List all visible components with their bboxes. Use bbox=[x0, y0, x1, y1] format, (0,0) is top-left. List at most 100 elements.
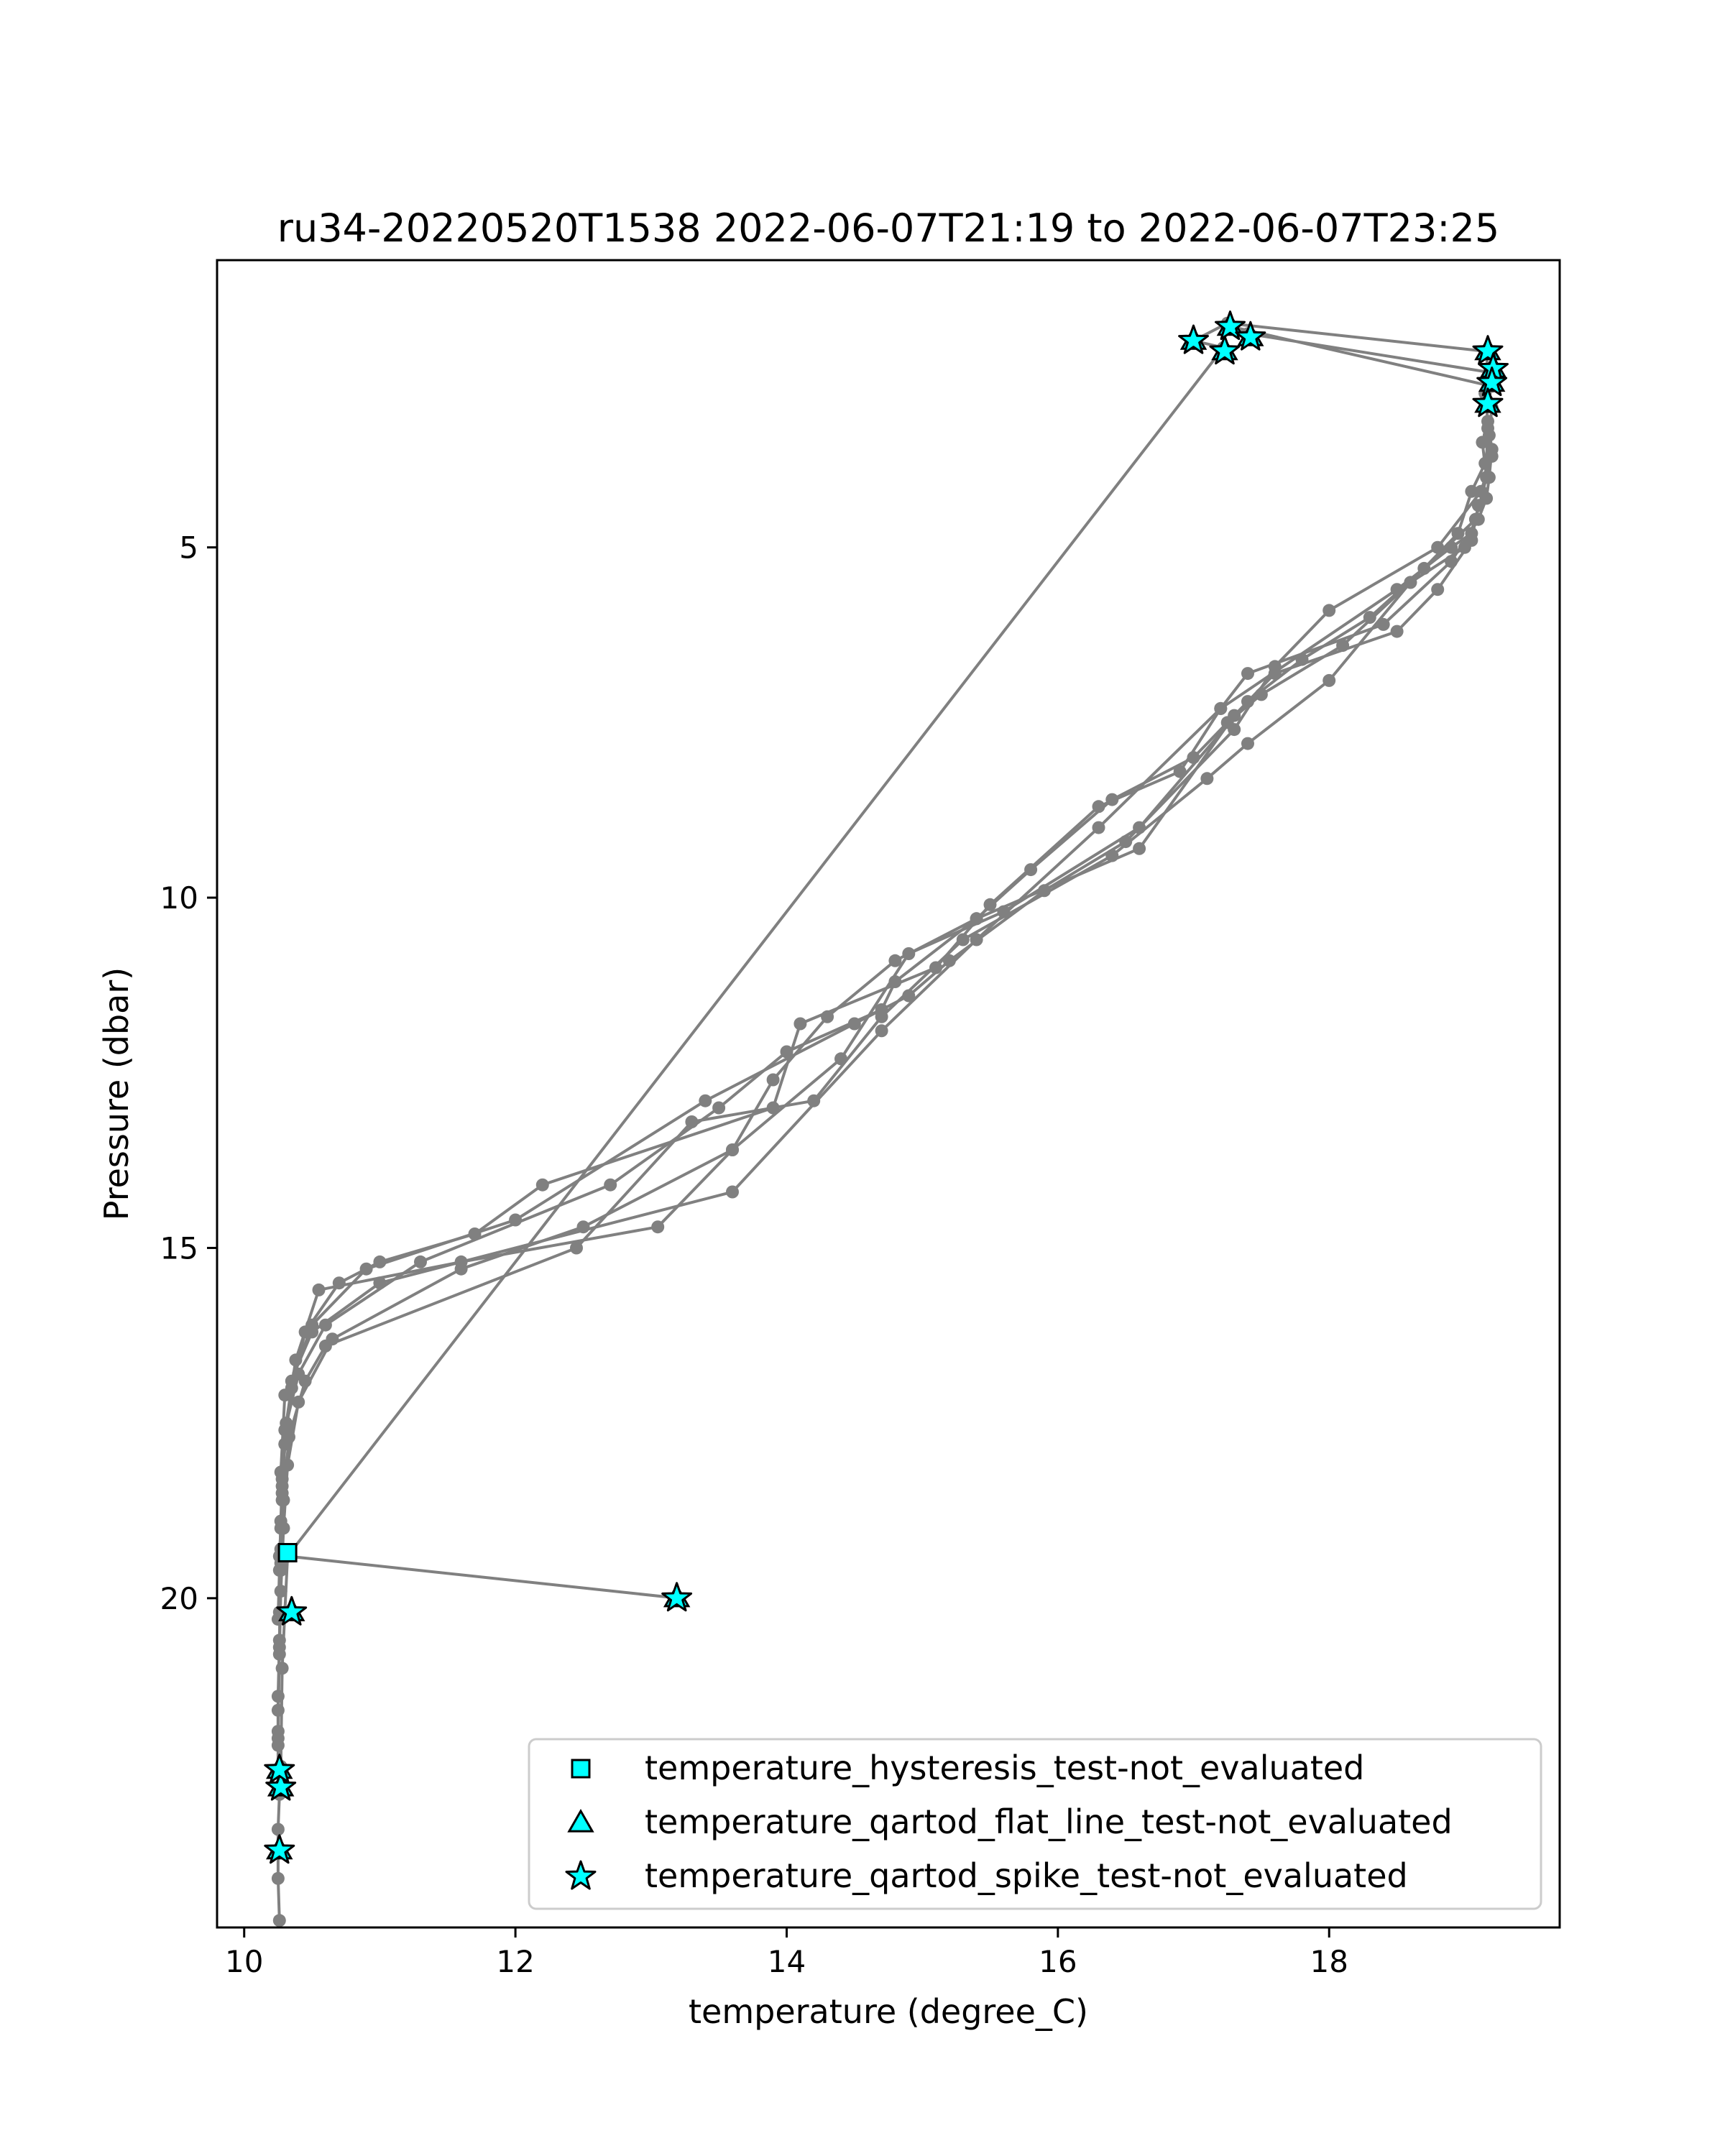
profile-point bbox=[318, 1339, 332, 1353]
profile-point bbox=[1105, 849, 1119, 862]
profile-point bbox=[1295, 653, 1309, 666]
outlier-path-point bbox=[271, 1823, 285, 1836]
profile-point bbox=[726, 1185, 739, 1199]
legend-square-marker bbox=[571, 1759, 591, 1779]
profile-point bbox=[766, 1073, 780, 1087]
profile-point bbox=[1404, 576, 1417, 589]
star-marker bbox=[661, 1582, 693, 1612]
chart-title: ru34-20220520T1538 2022-06-07T21:19 to 2… bbox=[277, 206, 1499, 251]
outlier-path-point bbox=[275, 1662, 289, 1675]
profile-point bbox=[1431, 583, 1445, 596]
profile-point bbox=[1465, 527, 1478, 540]
profile-point bbox=[1173, 765, 1187, 778]
profile-point bbox=[1268, 667, 1282, 681]
star-marker bbox=[264, 1834, 295, 1864]
profile-point bbox=[509, 1213, 523, 1227]
x-tick-label: 12 bbox=[496, 1944, 534, 1979]
profile-point bbox=[271, 1738, 285, 1752]
profile-point bbox=[1254, 688, 1268, 701]
profile-point bbox=[468, 1227, 482, 1240]
profile-point bbox=[875, 1024, 888, 1038]
profile-point bbox=[712, 1101, 726, 1115]
profile-point bbox=[1214, 701, 1228, 715]
profile-point bbox=[277, 1493, 290, 1507]
profile-point bbox=[1471, 499, 1485, 512]
profile-point bbox=[1390, 583, 1404, 596]
profile-point bbox=[902, 989, 916, 1003]
profile-point bbox=[780, 1045, 794, 1059]
y-tick-label: 10 bbox=[160, 880, 198, 916]
profile-point bbox=[1445, 540, 1458, 554]
star-marker bbox=[1209, 335, 1241, 365]
profile-point bbox=[298, 1374, 312, 1388]
profile-point bbox=[888, 954, 902, 967]
profile-point bbox=[1241, 667, 1254, 681]
profile-point bbox=[305, 1325, 319, 1339]
profile-point bbox=[1322, 673, 1336, 687]
x-tick-label: 18 bbox=[1310, 1944, 1348, 1979]
profile-point bbox=[685, 1115, 699, 1128]
profile-point bbox=[570, 1241, 583, 1255]
profile-point bbox=[956, 933, 970, 946]
profile-point bbox=[312, 1283, 326, 1296]
outlier-path-point bbox=[272, 1914, 286, 1927]
profile-point bbox=[1241, 737, 1254, 750]
profile-point bbox=[275, 1479, 289, 1493]
profile-point bbox=[1092, 800, 1105, 814]
profile-point bbox=[983, 898, 997, 911]
star-marker bbox=[1215, 310, 1246, 341]
profile-point bbox=[282, 1430, 295, 1444]
profile-point bbox=[318, 1318, 332, 1332]
star-marker bbox=[1178, 324, 1209, 354]
profile-point bbox=[274, 1585, 288, 1598]
x-tick-label: 16 bbox=[1039, 1944, 1077, 1979]
x-tick-label: 14 bbox=[768, 1944, 806, 1979]
profile-point bbox=[1105, 793, 1119, 806]
legend-square-shape bbox=[571, 1759, 591, 1779]
profile-point bbox=[970, 912, 983, 926]
star-marker bbox=[264, 1754, 295, 1784]
profile-point bbox=[942, 954, 956, 967]
profile-point bbox=[1187, 751, 1200, 765]
legend-frame bbox=[528, 1738, 1542, 1910]
profile-point bbox=[970, 933, 983, 946]
profile-point bbox=[1024, 863, 1038, 877]
profile-point bbox=[285, 1374, 298, 1388]
profile-point bbox=[292, 1395, 305, 1409]
profile-point bbox=[277, 1521, 290, 1535]
star-marker bbox=[1235, 321, 1266, 351]
profile-point bbox=[1469, 512, 1482, 526]
profile-point bbox=[1133, 842, 1146, 855]
star-marker bbox=[1472, 335, 1504, 365]
profile-point bbox=[1445, 555, 1458, 568]
legend: temperature_hysteresis_test-not_evaluate… bbox=[528, 1738, 1542, 1910]
legend-triangle-marker bbox=[567, 1808, 594, 1833]
profile-point bbox=[1476, 436, 1489, 449]
profile-point bbox=[1376, 617, 1390, 631]
profile-point bbox=[1228, 723, 1241, 737]
x-tick-label: 10 bbox=[225, 1944, 263, 1979]
profile-point bbox=[414, 1255, 427, 1268]
square-marker bbox=[277, 1543, 298, 1562]
profile-point bbox=[1417, 561, 1431, 575]
profile-point bbox=[888, 975, 902, 988]
legend-star-marker bbox=[565, 1860, 597, 1890]
plot-area bbox=[264, 310, 1509, 1927]
axes-frame bbox=[216, 259, 1561, 1929]
profile-point bbox=[1133, 821, 1146, 834]
profile-point bbox=[332, 1276, 346, 1290]
profile-point bbox=[1322, 604, 1336, 617]
legend-label-spike: temperature_qartod_spike_test-not_evalua… bbox=[645, 1856, 1408, 1895]
profile-point bbox=[1241, 695, 1254, 709]
x-axis-label: temperature (degree_C) bbox=[689, 1992, 1088, 2031]
profile-point bbox=[359, 1262, 373, 1276]
profile-point bbox=[1465, 484, 1478, 498]
profile-point bbox=[651, 1220, 665, 1234]
profile-point bbox=[454, 1255, 468, 1268]
legend-label-hysteresis: temperature_hysteresis_test-not_evaluate… bbox=[645, 1749, 1364, 1787]
profile-point bbox=[821, 1010, 834, 1023]
star-marker bbox=[276, 1595, 308, 1626]
profile-point bbox=[576, 1220, 590, 1234]
y-tick-label: 20 bbox=[160, 1581, 198, 1616]
